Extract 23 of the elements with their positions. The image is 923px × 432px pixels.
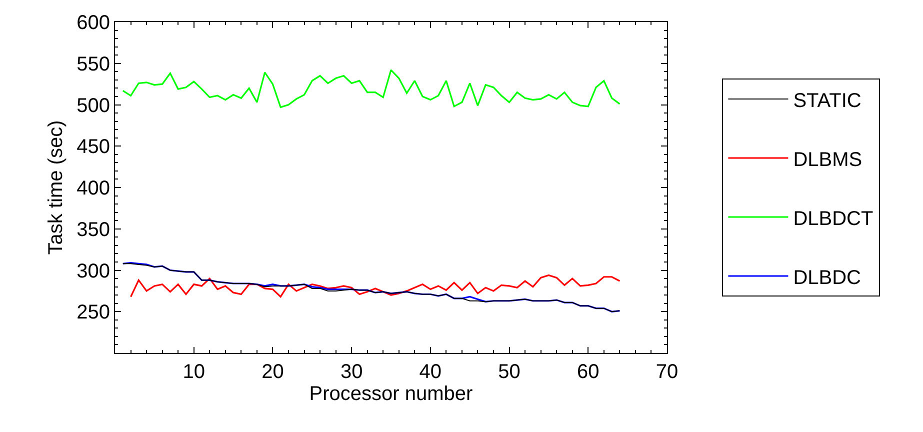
- x-tick-label: 30: [340, 361, 363, 383]
- y-axis-title: Task time (sec): [45, 120, 68, 255]
- y-tick-label: 450: [76, 136, 110, 158]
- y-tick-label: 400: [76, 178, 110, 200]
- legend-label: DLBDCT: [793, 208, 874, 230]
- x-tick-label: 40: [419, 361, 442, 383]
- y-tick-label: 600: [76, 12, 110, 34]
- legend-label: DLBMS: [793, 148, 862, 171]
- y-tick-label: 550: [76, 53, 110, 76]
- legend-label: STATIC: [793, 90, 862, 112]
- x-tick-label: 60: [577, 361, 600, 383]
- y-tick-label: 300: [76, 260, 110, 282]
- x-tick-label: 50: [498, 361, 520, 383]
- y-tick-label: 500: [76, 94, 110, 117]
- y-tick-label: 250: [76, 302, 110, 324]
- x-tick-label: 20: [262, 361, 284, 383]
- x-tick-label: 10: [182, 361, 205, 383]
- x-axis-title: Processor number: [309, 383, 474, 405]
- line-series: [122, 69, 620, 108]
- line-series: [130, 274, 620, 298]
- legend-label: DLBDC: [793, 266, 861, 289]
- x-tick-label: 70: [656, 361, 678, 383]
- y-tick-label: 350: [76, 218, 110, 241]
